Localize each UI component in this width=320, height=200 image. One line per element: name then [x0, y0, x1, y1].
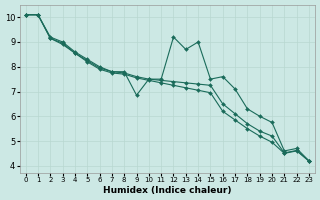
X-axis label: Humidex (Indice chaleur): Humidex (Indice chaleur)	[103, 186, 232, 195]
